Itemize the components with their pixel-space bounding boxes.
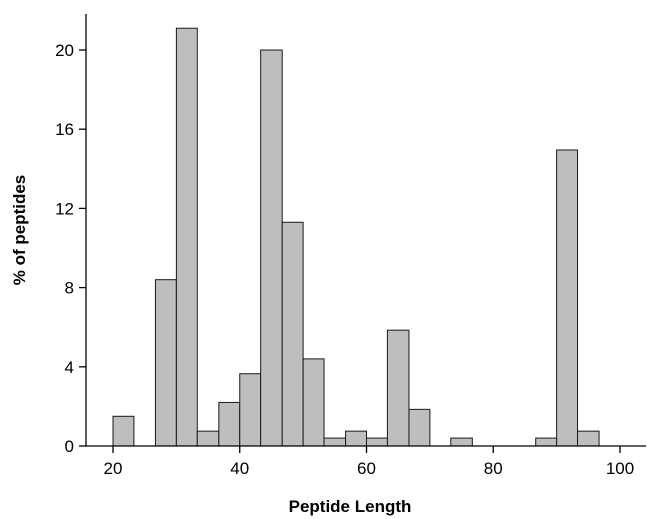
histogram-bar-14 xyxy=(408,408,431,447)
histogram-bar-7 xyxy=(260,49,283,447)
histogram-bar-13 xyxy=(386,329,410,447)
histogram-bar-3 xyxy=(175,27,198,447)
x-tick-label: 100 xyxy=(606,459,634,478)
x-tick-label: 20 xyxy=(104,459,123,478)
x-axis-ticks: 20 40 60 80 100 xyxy=(104,446,634,478)
histogram-bar-0 xyxy=(112,415,135,447)
y-tick-label: 8 xyxy=(65,279,74,298)
histogram-bar-11 xyxy=(345,430,367,447)
histogram-bar-12 xyxy=(366,437,388,447)
y-tick-label: 4 xyxy=(65,358,74,377)
histogram-bar-16 xyxy=(450,437,473,447)
histogram-bar-21 xyxy=(556,149,579,447)
y-axis-title: % of peptides xyxy=(10,175,29,286)
histogram-bar-2 xyxy=(154,279,177,447)
y-tick-label: 12 xyxy=(55,199,74,218)
histogram-bar-6 xyxy=(239,373,262,447)
y-axis-ticks: 0 4 8 12 16 20 xyxy=(55,41,86,456)
x-tick-label: 80 xyxy=(484,459,503,478)
histogram-bar-20 xyxy=(535,437,558,447)
x-tick-label: 40 xyxy=(230,459,249,478)
histogram-bars xyxy=(112,27,600,447)
histogram-bar-4 xyxy=(196,430,220,447)
x-axis-title: Peptide Length xyxy=(289,497,412,516)
y-tick-label: 20 xyxy=(55,41,74,60)
histogram-bar-5 xyxy=(218,401,241,447)
x-tick-label: 60 xyxy=(357,459,376,478)
y-tick-label: 0 xyxy=(65,437,74,456)
y-tick-label: 16 xyxy=(55,120,74,139)
histogram-bar-10 xyxy=(323,437,347,447)
histogram-bar-8 xyxy=(281,221,304,447)
histogram-bar-22 xyxy=(577,430,600,447)
histogram-bar-9 xyxy=(302,358,325,447)
